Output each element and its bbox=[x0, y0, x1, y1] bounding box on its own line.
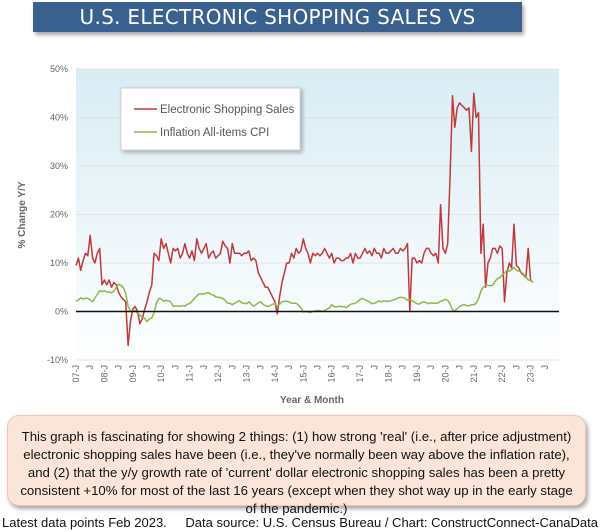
y-tick-label: 0% bbox=[55, 307, 68, 317]
x-tick-label: 08-J bbox=[99, 365, 109, 383]
commentary-text: This graph is fascinating for showing 2 … bbox=[20, 429, 573, 516]
x-tick-label: 09-J bbox=[128, 365, 138, 383]
x-tick-label: J bbox=[142, 365, 152, 370]
y-axis-label: % Change Y/Y bbox=[17, 181, 28, 248]
y-tick-label: 30% bbox=[50, 161, 68, 171]
x-tick-label: J bbox=[341, 365, 351, 370]
x-tick-label: 20-J bbox=[440, 365, 450, 383]
footer-source: Data source: U.S. Census Bureau / Chart:… bbox=[185, 515, 598, 530]
x-tick-label: 22-J bbox=[497, 365, 507, 383]
x-axis-label: Year & Month bbox=[280, 395, 344, 406]
x-tick-label: 21-J bbox=[469, 365, 479, 383]
x-tick-label: J bbox=[256, 365, 266, 370]
x-tick-label: 19-J bbox=[412, 365, 422, 383]
x-tick-label: J bbox=[85, 365, 95, 370]
legend-label-inflation: Inflation All-items CPI bbox=[160, 127, 269, 139]
line-chart: -10% 0% 10% 20% 30% 40% 50% 07-J J 08-J J 09-J J 10-… bbox=[17, 64, 559, 406]
y-tick-label: 10% bbox=[50, 258, 68, 268]
y-tick-label: -10% bbox=[47, 355, 68, 365]
commentary-box: This graph is fascinating for showing 2 … bbox=[7, 415, 586, 516]
y-tick-label: 50% bbox=[50, 64, 68, 74]
x-tick-label: J bbox=[483, 365, 493, 370]
x-tick-label: J bbox=[199, 365, 209, 370]
y-tick-label: 20% bbox=[50, 210, 68, 220]
x-tick-label: 13-J bbox=[241, 365, 251, 383]
x-tick-label: 16-J bbox=[327, 365, 337, 383]
legend-label-electronic-sales: Electronic Shopping Sales bbox=[160, 104, 294, 116]
x-tick-label: J bbox=[540, 365, 550, 370]
x-tick-label: J bbox=[426, 365, 436, 370]
x-tick-label: 10-J bbox=[156, 365, 166, 383]
legend: Electronic Shopping Sales Inflation All-… bbox=[120, 87, 301, 151]
x-tick-label: 15-J bbox=[298, 365, 308, 383]
x-tick-label: 07-J bbox=[71, 365, 81, 383]
chart-title: U.S. ELECTRONIC SHOPPING SALES VS INFLAT… bbox=[79, 5, 476, 59]
x-tick-label: 18-J bbox=[384, 365, 394, 383]
x-tick-label: J bbox=[114, 365, 124, 370]
y-tick-label: 40% bbox=[50, 113, 68, 123]
x-tick-label: J bbox=[369, 365, 379, 370]
x-tick-label: J bbox=[455, 365, 465, 370]
x-tick-label: 11-J bbox=[185, 365, 195, 382]
chart-title-banner: U.S. ELECTRONIC SHOPPING SALES VS INFLAT… bbox=[33, 2, 522, 59]
x-tick-label: J bbox=[227, 365, 237, 370]
x-tick-label: 17-J bbox=[355, 365, 365, 383]
x-tick-label: J bbox=[170, 365, 180, 370]
x-tick-label: 23-J bbox=[526, 365, 536, 383]
x-tick-label: J bbox=[313, 365, 323, 370]
x-tick-label: J bbox=[511, 365, 521, 370]
x-tick-label: 14-J bbox=[270, 365, 280, 383]
x-tick-label: J bbox=[398, 365, 408, 370]
footer-latest-data: Latest data points Feb 2023. bbox=[2, 515, 167, 530]
series-line-electronic-sales bbox=[75, 92, 534, 347]
x-tick-label: 12-J bbox=[213, 365, 223, 383]
x-tick-label: J bbox=[284, 365, 294, 370]
